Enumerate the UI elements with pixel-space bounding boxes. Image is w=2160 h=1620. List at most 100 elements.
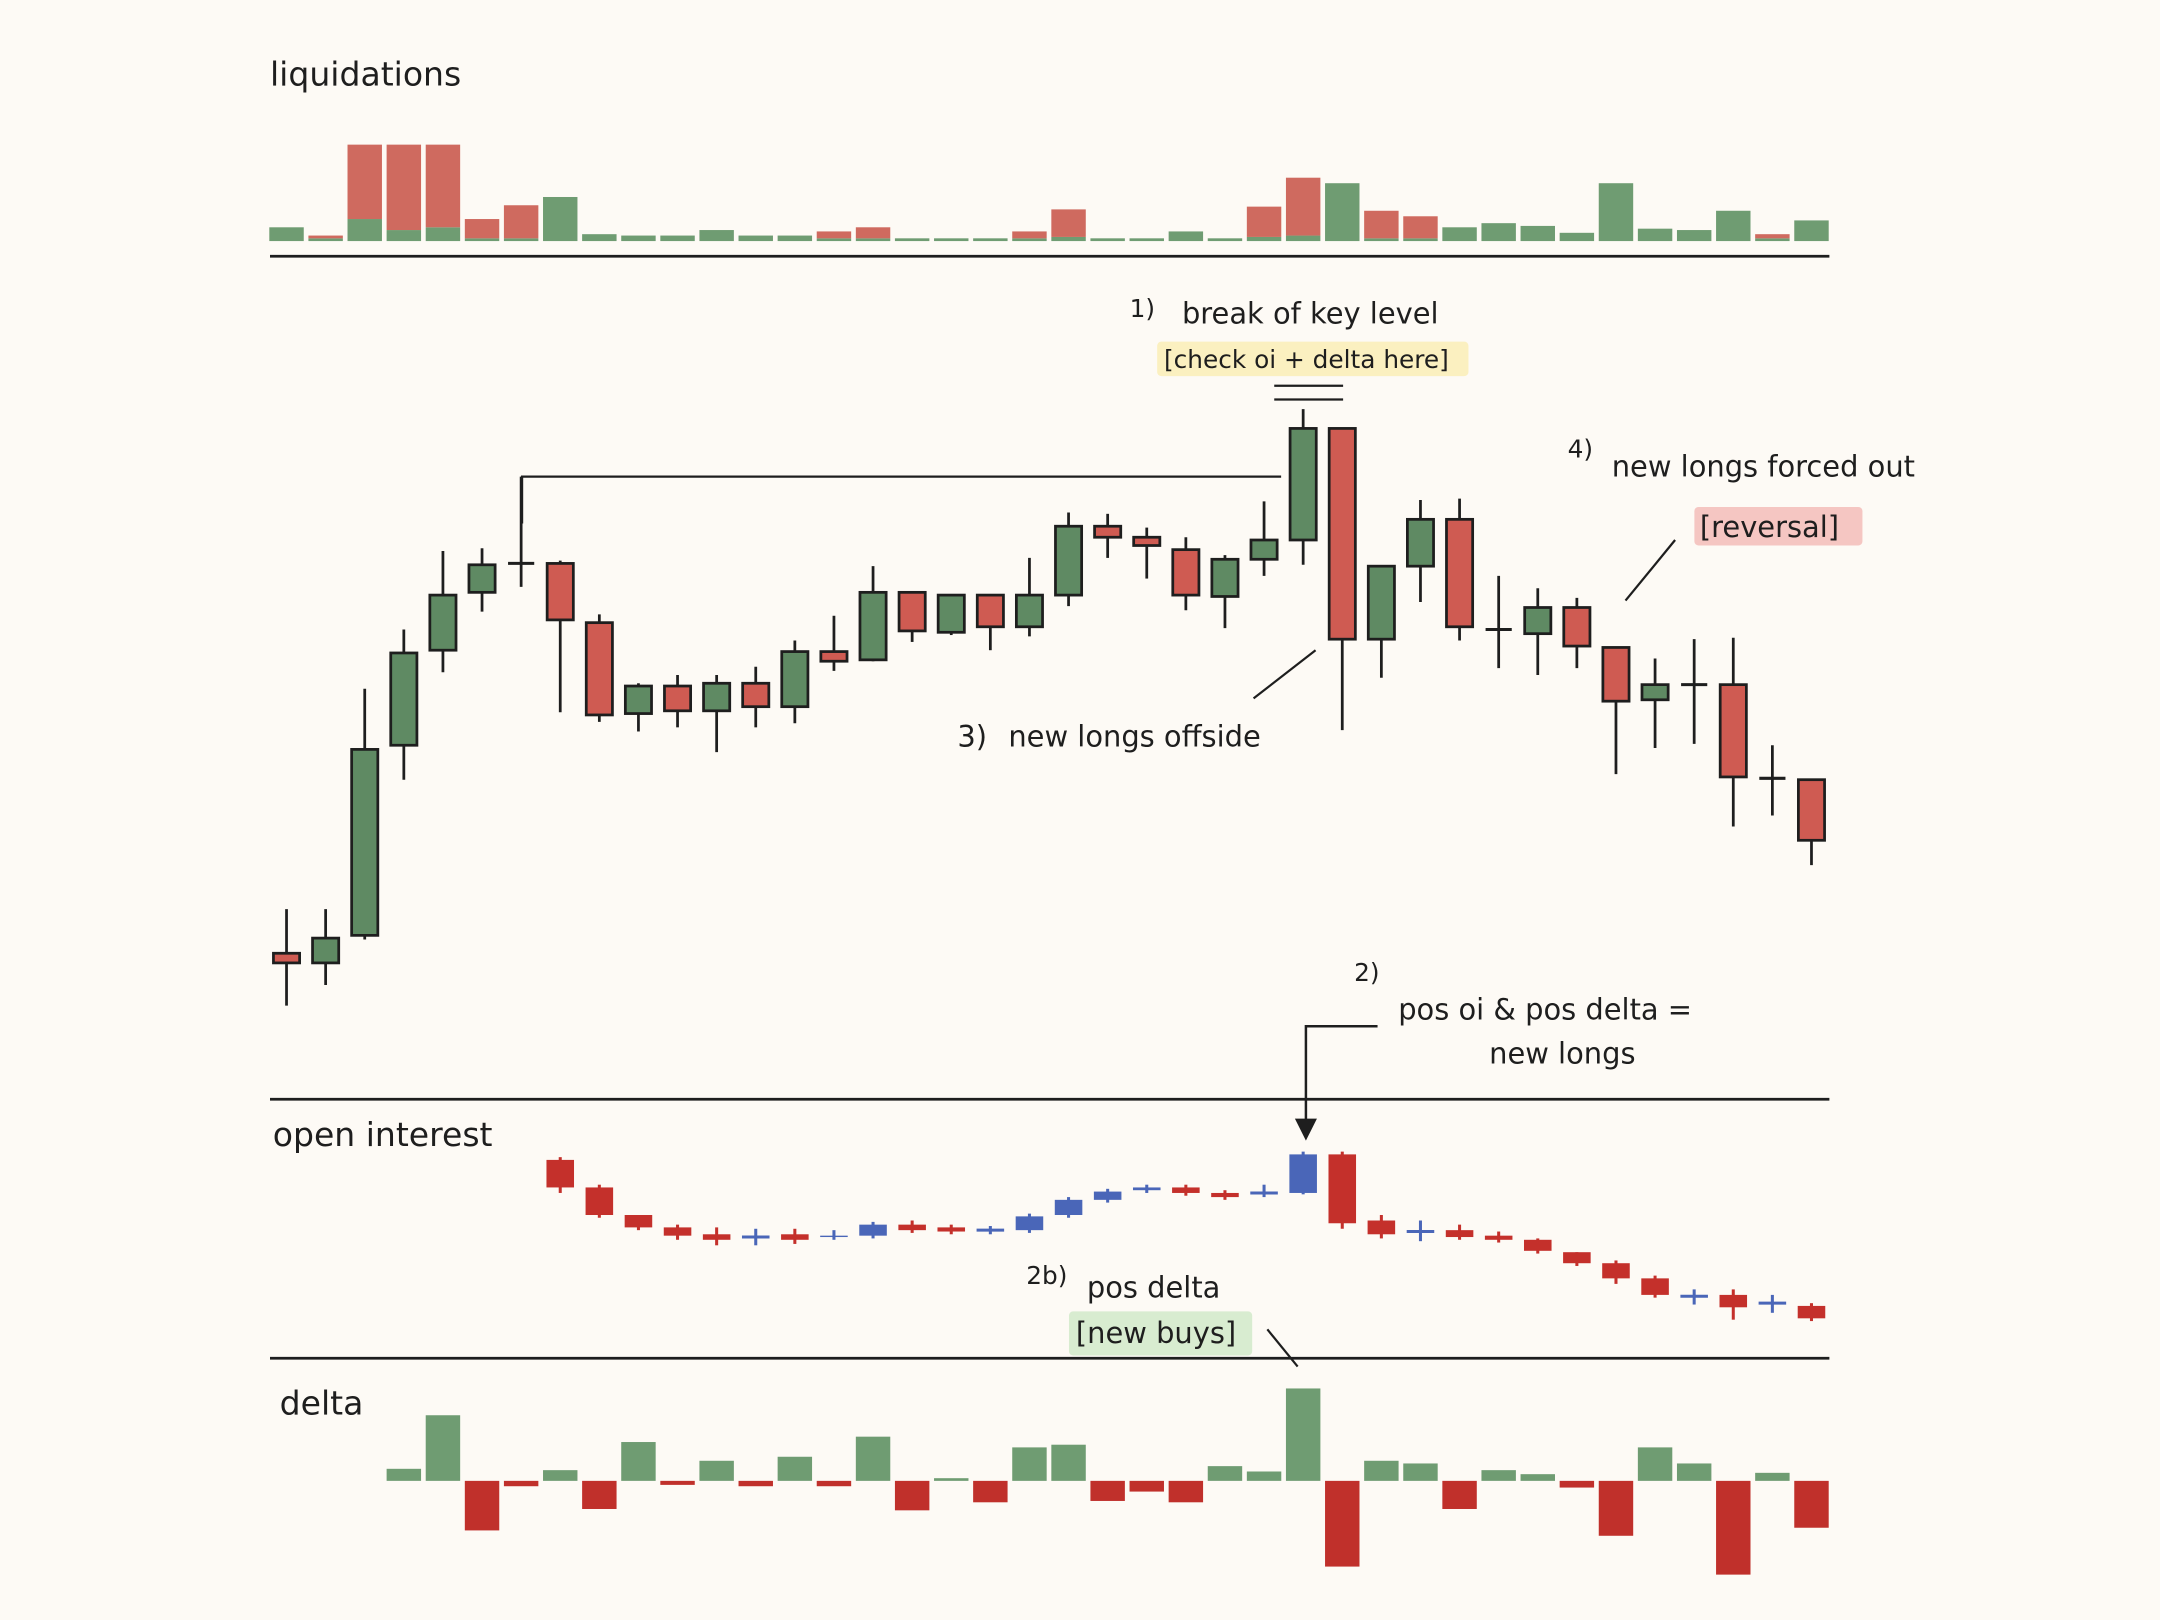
bar-segment [816,231,852,239]
bar-segment [308,238,343,242]
candle-body [624,1215,653,1228]
annotation: break of key level [1182,297,1439,331]
bar [1207,1466,1243,1481]
bar [1285,1388,1321,1481]
bar [621,1442,656,1481]
candle-body [585,1187,614,1215]
candle-body [1132,535,1162,547]
bar-segment [1520,225,1555,242]
candle-body [1210,557,1240,598]
bar [1129,1480,1164,1492]
candle-body [584,621,614,717]
panel-title: delta [280,1384,364,1423]
bar-segment [1403,216,1438,239]
candle-body [663,684,693,713]
bar-segment [1755,238,1790,242]
candle-body [1797,1305,1826,1319]
candle-body [428,593,458,652]
annotation: 3) [957,720,987,754]
annotation: 2) [1354,958,1379,987]
bar-segment [894,238,930,242]
bar [1012,1447,1047,1481]
bar-segment [1364,238,1399,242]
bar-segment [1285,235,1321,242]
candle-body [780,650,810,709]
bar-segment [1442,227,1477,242]
candle-body [1718,683,1748,779]
bar-segment [386,144,422,231]
candle-body [1054,524,1084,597]
candle-body [897,590,927,633]
candle-body [859,1224,887,1236]
candle-body [1484,1235,1513,1240]
bar [660,1480,695,1485]
bar [777,1456,813,1481]
bar-segment [973,238,1008,242]
candle-body [1093,1191,1122,1200]
bar [543,1470,578,1481]
candle-body [1327,427,1357,641]
pointer [1624,539,1676,602]
bar-segment [660,235,695,242]
bar-segment [1207,238,1243,242]
candle-body [936,593,966,634]
candle-body [1328,1154,1357,1224]
bar-segment [582,234,617,242]
candle-body [467,563,497,594]
candle-body [272,951,301,965]
bar-segment [543,196,578,242]
candle-body [1366,564,1396,641]
candle-body [1601,646,1631,703]
bar-segment [1794,220,1829,242]
bar-segment [699,230,734,242]
candle-body [1523,606,1553,636]
bar [1325,1480,1360,1567]
bar [386,1468,422,1481]
candle-body [1172,1187,1200,1193]
candle-body [1132,1187,1161,1191]
bar-segment [1051,209,1086,237]
bar [503,1480,539,1487]
bar-segment [425,144,461,228]
candle-body [663,1227,692,1236]
bar-segment [503,205,539,239]
bar-segment [777,235,813,242]
bar [464,1480,500,1531]
candle-body [1211,1192,1239,1198]
bar [582,1480,617,1509]
bar-segment [1559,232,1595,242]
bar [1637,1447,1673,1481]
annotation: 4) [1568,434,1593,463]
highlight [1068,1311,1253,1356]
candle-body [1015,1216,1044,1231]
candle-body [1523,1239,1552,1251]
annotation: 2b) [1026,1261,1067,1290]
bar-segment [503,238,539,242]
candle-body [1288,427,1318,542]
bar-segment [816,238,852,242]
bar-segment [1716,210,1751,242]
candle-body [1367,1220,1396,1235]
arrow-head [1294,1118,1317,1141]
bar [1716,1480,1751,1575]
bar [855,1436,891,1481]
bar [699,1460,734,1481]
bar [1520,1474,1555,1481]
candle-body [546,1159,575,1188]
candle-body [820,1235,848,1238]
candle-body [1640,683,1670,702]
candle-body [1014,593,1044,629]
annotation: new longs offside [1008,720,1260,754]
bar-segment [347,219,382,242]
annotation: 1) [1130,294,1155,323]
bar-segment [1403,238,1438,242]
candle-body [1054,1199,1083,1215]
candle-body [1562,606,1592,648]
bar [425,1415,461,1481]
bar-segment [386,230,422,242]
annotation: new longs forced out [1612,450,1915,484]
bar-segment [1246,236,1282,242]
bar [738,1480,773,1487]
